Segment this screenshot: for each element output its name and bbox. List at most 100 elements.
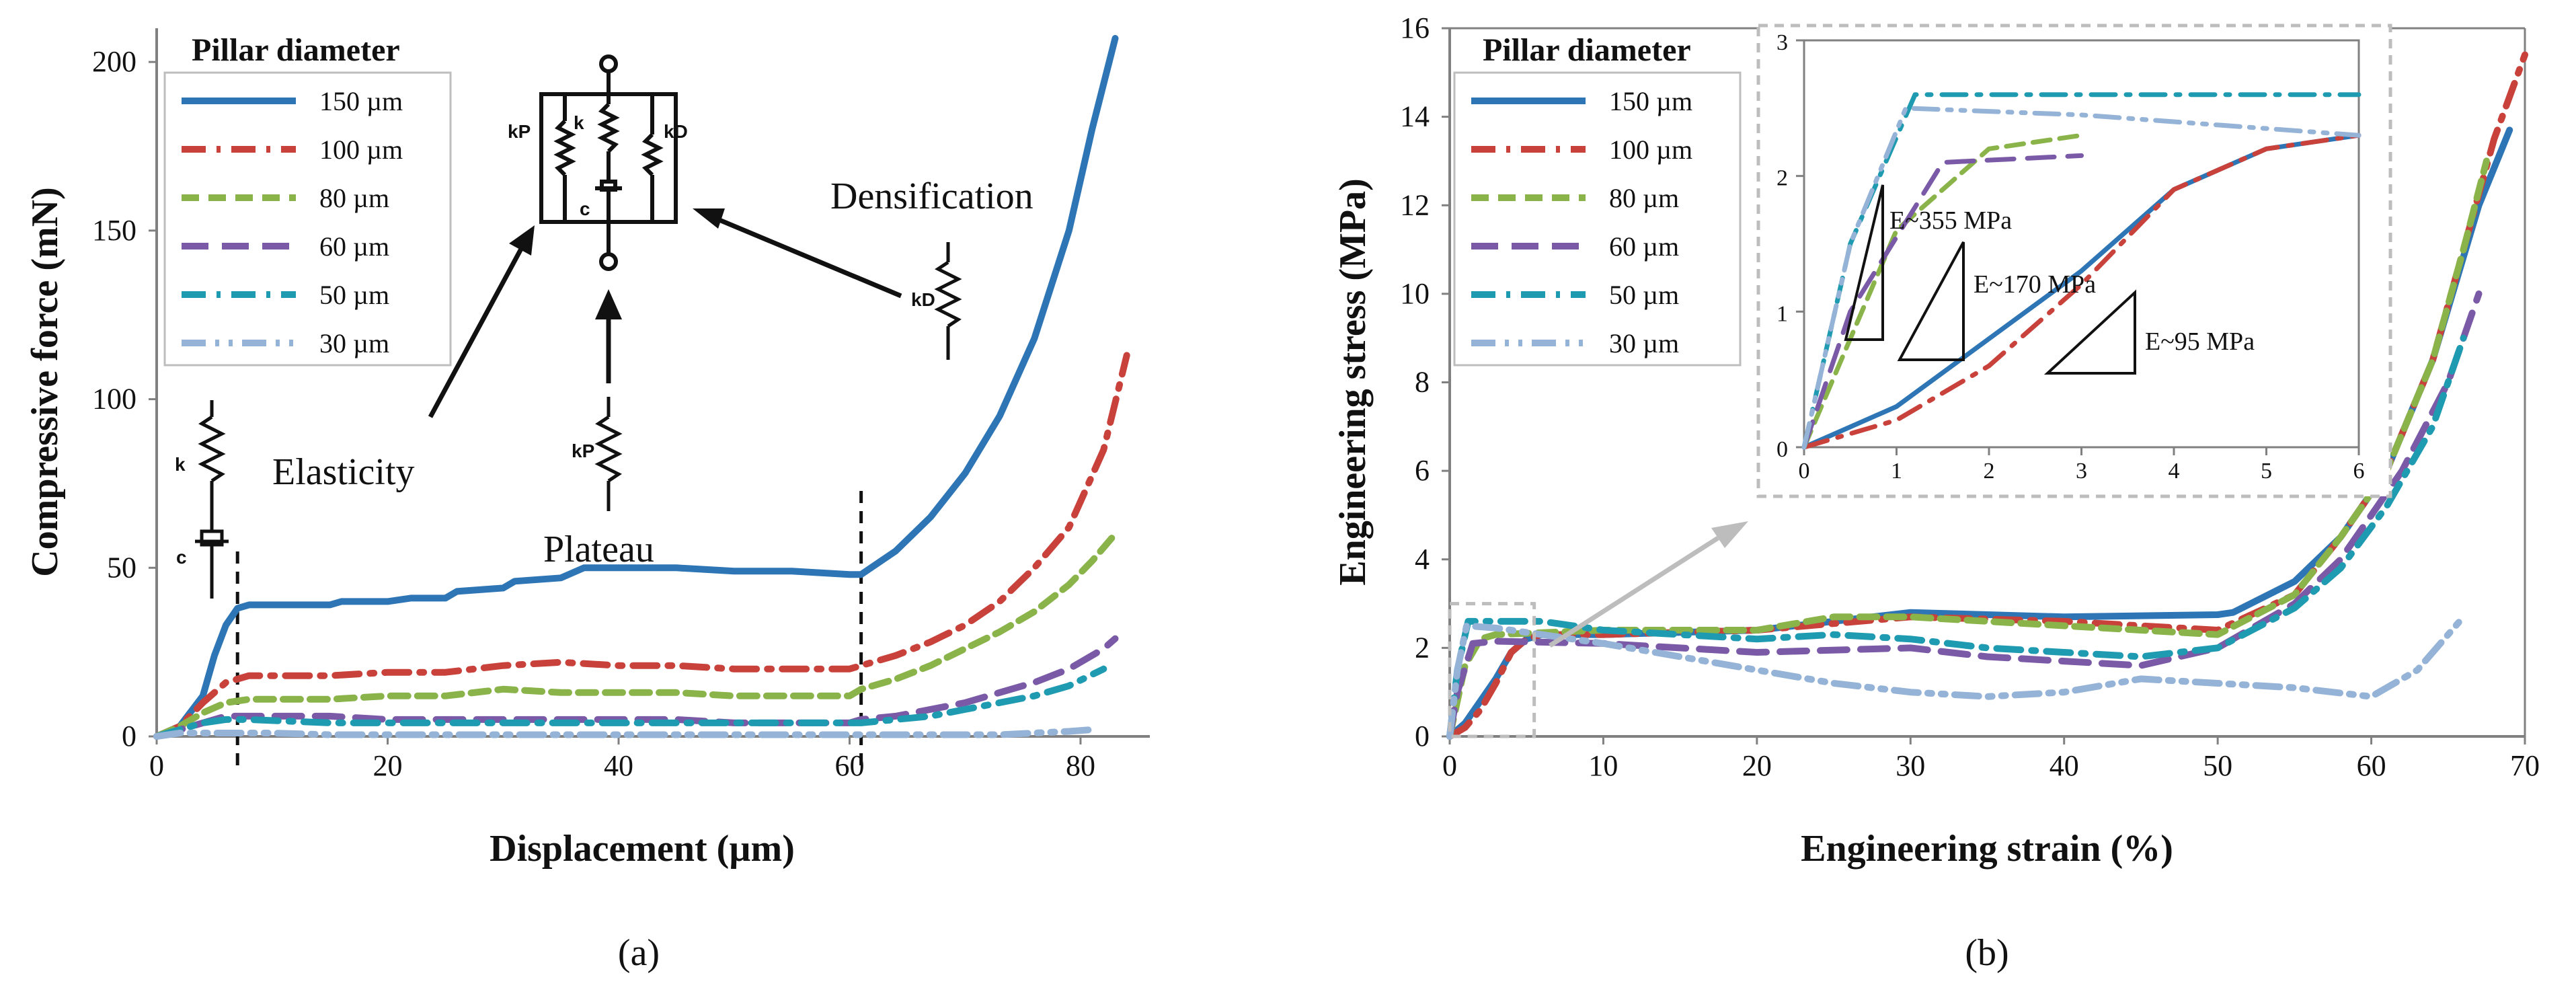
b-legend-label: 100 µm: [1609, 135, 1692, 165]
b-x-tick-label: 30: [1896, 749, 1925, 782]
a-y-tick-label: 150: [92, 214, 136, 247]
b-legend-box: [1453, 71, 1742, 367]
b-inset-y-ticks: 0 1 2 3: [1777, 30, 1804, 462]
b-inset-y-tick-label: 2: [1777, 166, 1788, 191]
b-inset-x-tick-label: 0: [1799, 459, 1810, 484]
a-legend: Pillar diameter 150 µm 100 µm 80 µm 60 µm 50…: [163, 32, 452, 367]
b-panel-label: (b): [1965, 932, 2008, 974]
a-y-tick-label: 0: [122, 720, 136, 753]
a-schematic-k-label: k: [175, 454, 186, 475]
a-kd-spring-label: kD: [911, 289, 935, 310]
b-legend-label: 50 µm: [1609, 280, 1679, 310]
a-series-line-150um: [153, 35, 1119, 740]
b-x-tick-label: 0: [1442, 749, 1457, 782]
b-x-tick-label: 50: [2203, 749, 2232, 782]
a-x-tick-label: 0: [149, 749, 164, 782]
a-legend-box: [163, 71, 452, 367]
a-combined-model-schematic: [539, 54, 678, 271]
a-model-k-label: k: [574, 112, 584, 133]
a-series-line-30um: [153, 726, 1096, 740]
b-legend-items: 150 µm 100 µm 80 µm 60 µm 50 µm 30 µm: [1471, 86, 1692, 358]
a-x-axis-title: Displacement (µm): [490, 828, 795, 870]
b-inset-x-tick-label: 5: [2261, 459, 2272, 484]
a-arrows: [428, 208, 902, 418]
a-x-tick-label: 80: [1066, 749, 1095, 782]
a-x-tick-label: 40: [604, 749, 633, 782]
b-x-tick-label: 10: [1588, 749, 1618, 782]
b-y-tick-label: 16: [1400, 11, 1430, 44]
a-legend-title: Pillar diameter: [192, 32, 400, 68]
b-inset: 0 1 2 3 4 5 6 0 1 2 3 E~355 MPa E~170 MPa E~95 MP…: [1756, 24, 2392, 498]
a-x-tick-label: 20: [373, 749, 402, 782]
b-inset-x-tick-label: 6: [2353, 459, 2365, 484]
b-inset-e95-label: E~95 MPa: [2145, 328, 2255, 356]
b-x-axis-title: Engineering strain (%): [1801, 828, 2173, 870]
b-x-tick-label: 40: [2050, 749, 2079, 782]
a-densification-label: Densification: [830, 176, 1033, 217]
b-inset-x-tick-label: 1: [1891, 459, 1902, 484]
b-inset-slope-triangles: [1844, 184, 2136, 375]
b-inset-series-line-30um: [1801, 106, 2362, 450]
b-series-line-30um: [1446, 613, 2467, 740]
a-model-kd-label: kD: [664, 121, 688, 142]
a-spring-damper-schematic: [195, 400, 229, 599]
b-legend-label: 150 µm: [1609, 86, 1692, 116]
b-y-tick-label: 2: [1415, 631, 1430, 664]
a-legend-label: 80 µm: [319, 183, 389, 213]
a-y-ticks: 0 50 100 150 200: [92, 45, 157, 753]
b-zoom-arrow: [1549, 521, 1748, 648]
b-legend-label: 60 µm: [1609, 231, 1679, 262]
a-y-tick-label: 100: [92, 383, 136, 416]
a-legend-label: 100 µm: [319, 135, 403, 165]
b-y-tick-label: 6: [1415, 454, 1430, 487]
a-legend-items: 150 µm 100 µm 80 µm 60 µm 50 µm 30 µm: [182, 86, 403, 358]
b-inset-series-group: [1801, 92, 2362, 450]
b-x-tick-label: 60: [2357, 749, 2386, 782]
a-series-line-50um: [153, 665, 1107, 740]
b-y-ticks: 0 2 4 6 8 10 12 14 16: [1400, 11, 1450, 753]
b-y-tick-label: 12: [1400, 188, 1430, 221]
a-panel-label: (a): [618, 932, 660, 974]
a-elasticity-label: Elasticity: [272, 451, 415, 493]
a-kp-spring-label: kP: [572, 440, 594, 461]
b-x-tick-label: 20: [1742, 749, 1772, 782]
b-y-tick-label: 8: [1415, 366, 1430, 399]
b-legend-label: 30 µm: [1609, 328, 1679, 358]
b-legend: Pillar diameter 150 µm 100 µm 80 µm 60 µm 50…: [1453, 32, 1742, 367]
a-legend-label: 30 µm: [319, 328, 389, 358]
b-zoom-box: [1448, 602, 1536, 738]
b-y-axis-title: Engineering stress (MPa): [1332, 178, 1374, 586]
panel-a: 0 20 40 60 80 0 50 100 150 200 Displacement (µm)…: [24, 28, 1150, 974]
b-legend-label: 80 µm: [1609, 183, 1679, 213]
b-y-tick-label: 10: [1400, 277, 1430, 310]
b-inset-series-line-60um: [1801, 153, 2084, 450]
b-series-group: [1446, 51, 2528, 740]
b-x-tick-label: 70: [2510, 749, 2540, 782]
a-plateau-label: Plateau: [543, 529, 654, 570]
b-series-line-80um: [1446, 157, 2490, 740]
b-legend-title: Pillar diameter: [1483, 32, 1691, 68]
a-y-axis-title: Compressive force (mN): [24, 187, 66, 577]
a-schematic-c-label: c: [176, 547, 187, 568]
b-y-tick-label: 0: [1415, 720, 1430, 753]
b-inset-y-tick-label: 0: [1777, 437, 1788, 462]
a-series-group: [153, 35, 1130, 740]
a-model-kp-label: kP: [508, 121, 531, 142]
b-inset-series-line-100um: [1801, 132, 2362, 450]
b-inset-x-tick-label: 3: [2076, 459, 2087, 484]
b-inset-y-tick-label: 3: [1777, 30, 1788, 55]
b-y-tick-label: 14: [1400, 100, 1430, 133]
a-y-tick-label: 50: [107, 551, 136, 584]
a-legend-label: 60 µm: [319, 231, 389, 262]
a-series-line-100um: [153, 352, 1130, 740]
a-x-tick-label: 60: [834, 749, 864, 782]
a-legend-label: 50 µm: [319, 280, 389, 310]
a-legend-label: 150 µm: [319, 86, 403, 116]
b-inset-e355-label: E~355 MPa: [1889, 206, 2012, 235]
b-y-tick-label: 4: [1415, 543, 1430, 576]
b-series-line-50um: [1446, 334, 2467, 740]
b-series-line-60um: [1446, 290, 2483, 740]
b-inset-x-tick-label: 4: [2169, 459, 2180, 484]
